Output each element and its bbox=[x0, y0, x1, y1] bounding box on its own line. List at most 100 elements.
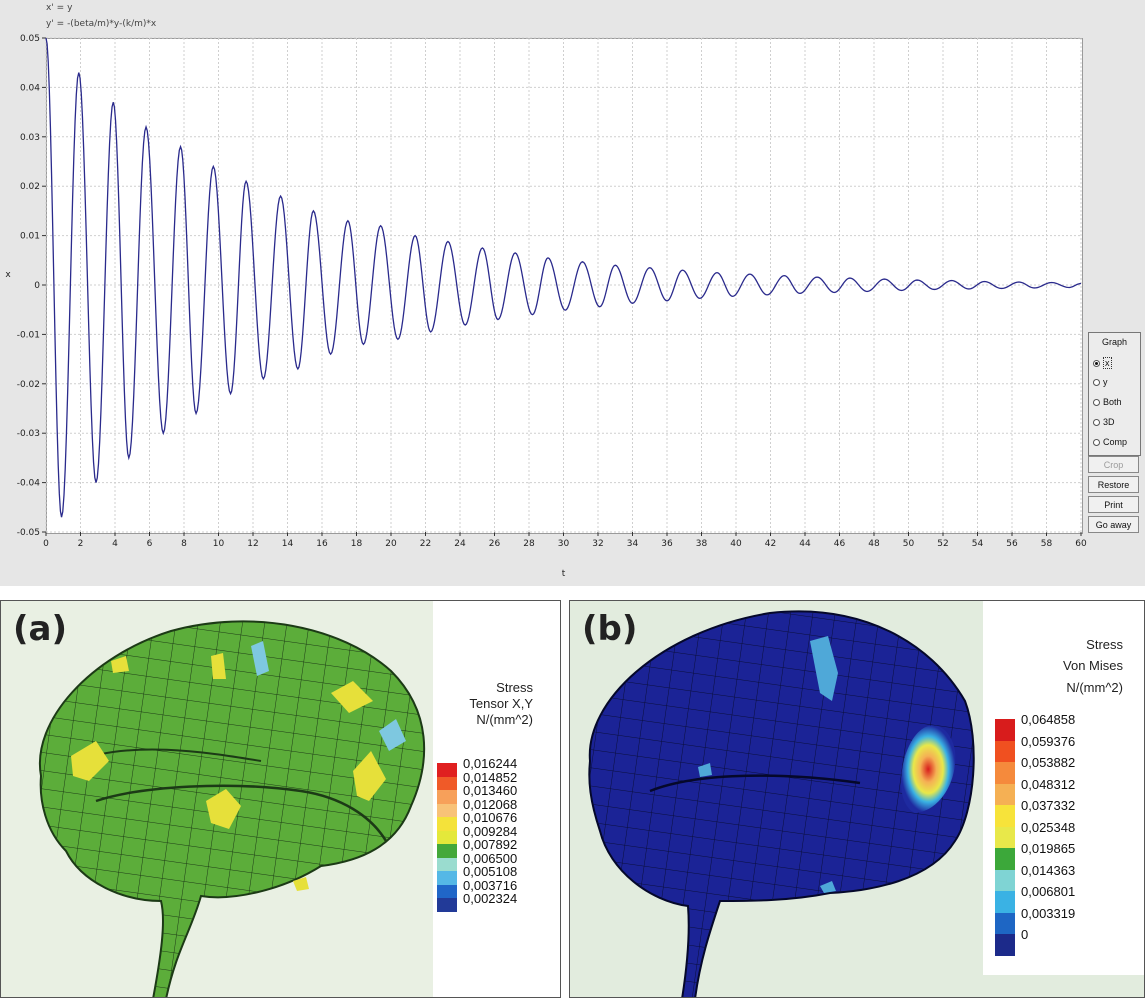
radio-option-x[interactable]: x bbox=[1093, 357, 1112, 369]
legend-value-label: 0,006801 bbox=[1021, 884, 1076, 899]
legend-swatch bbox=[437, 898, 457, 912]
legend-swatch bbox=[995, 826, 1015, 848]
legend-value-label: 0,005108 bbox=[463, 864, 518, 879]
stress-spot bbox=[206, 789, 241, 829]
stress-spot bbox=[810, 636, 838, 701]
x-tick-label: 34 bbox=[627, 539, 639, 549]
legend-value-label: 0,006500 bbox=[463, 850, 518, 866]
plot-window: x' = y y' = -(beta/m)*y-(k/m)*x 0 2 4 6 8 10 1… bbox=[0, 0, 1145, 586]
radio-option-both[interactable]: Both bbox=[1093, 397, 1122, 407]
radio-label: y bbox=[1103, 377, 1108, 387]
legend-swatch bbox=[437, 803, 457, 817]
x-tick-label: 24 bbox=[454, 539, 466, 549]
x-tick-label: 48 bbox=[868, 539, 880, 549]
y-tick-label: -0.04 bbox=[17, 479, 41, 489]
legend-swatch bbox=[437, 790, 457, 804]
x-tick-label: 52 bbox=[937, 539, 948, 549]
stress-spot bbox=[820, 881, 836, 893]
x-tick-label: 6 bbox=[147, 539, 153, 549]
legend-value-label: 0,010676 bbox=[463, 810, 518, 825]
x-tick-label: 38 bbox=[696, 539, 708, 549]
legend-value-label: 0,013460 bbox=[463, 783, 518, 798]
restore-button[interactable]: Restore bbox=[1088, 476, 1139, 493]
stress-spot bbox=[71, 741, 109, 781]
legend-a: Stress Tensor X,Y N/(mm^2) 0,016244 0,014… bbox=[433, 601, 560, 997]
legend-swatch bbox=[437, 763, 457, 777]
brain-mesh-b bbox=[588, 610, 975, 997]
equation-line-2: y' = -(beta/m)*y-(k/m)*x bbox=[46, 19, 157, 29]
x-tick-label: 40 bbox=[730, 539, 742, 549]
legend-value-label: 0,016244 bbox=[463, 756, 518, 771]
x-tick-label: 8 bbox=[181, 539, 187, 549]
legend-b: Stress Von Mises N/(mm^2) 0,064858 0,0593… bbox=[983, 601, 1144, 975]
radio-option-comp[interactable]: Comp bbox=[1093, 437, 1127, 447]
legend-swatch bbox=[995, 869, 1015, 891]
stress-spot bbox=[211, 653, 226, 679]
radio-option-y[interactable]: y bbox=[1093, 377, 1108, 387]
graph-group-title: Graph bbox=[1101, 337, 1127, 347]
legend-swatch bbox=[437, 844, 457, 858]
legend-swatch bbox=[995, 719, 1015, 741]
x-tick-label: 32 bbox=[592, 539, 603, 549]
x-tick-label: 0 bbox=[43, 539, 49, 549]
legend-b-title-2: Von Mises bbox=[1063, 658, 1123, 673]
legend-swatch bbox=[437, 776, 457, 790]
radio-circle-icon bbox=[1093, 418, 1100, 426]
legend-value-label: 0,014363 bbox=[1021, 862, 1076, 878]
y-axis-label: x bbox=[5, 270, 11, 280]
x-tick-label: 58 bbox=[1041, 539, 1053, 549]
legend-swatch bbox=[995, 912, 1015, 934]
legend-value-label: 0,002324 bbox=[463, 891, 518, 906]
legend-value-label: 0,009284 bbox=[463, 823, 518, 839]
print-button[interactable]: Print bbox=[1088, 496, 1139, 513]
x-tick-label: 44 bbox=[799, 539, 811, 549]
stress-spot bbox=[251, 641, 269, 676]
legend-swatch bbox=[995, 805, 1015, 827]
x-tick-label: 26 bbox=[489, 539, 501, 549]
stress-spot bbox=[379, 719, 406, 751]
legend-value-label: 0,019865 bbox=[1021, 841, 1076, 856]
crop-button[interactable]: Crop bbox=[1088, 456, 1139, 473]
graph-options-group: Graph x y Both 3D Comp bbox=[1088, 332, 1141, 456]
legend-swatch bbox=[995, 762, 1015, 784]
stress-spot bbox=[353, 751, 386, 801]
legend-swatch bbox=[995, 740, 1015, 762]
y-tick-label: 0 bbox=[34, 281, 40, 291]
legend-value-label: 0,003319 bbox=[1021, 905, 1076, 921]
x-tick-label: 36 bbox=[661, 539, 673, 549]
x-tick-label: 10 bbox=[213, 539, 225, 549]
y-tick-label: -0.03 bbox=[17, 429, 40, 439]
x-tick-label: 54 bbox=[972, 539, 984, 549]
legend-value-label: 0,059376 bbox=[1021, 733, 1076, 749]
x-tick-label: 14 bbox=[282, 539, 294, 549]
radio-circle-icon bbox=[1093, 398, 1100, 406]
radio-label: 3D bbox=[1103, 417, 1115, 427]
legend-value-label: 0 bbox=[1021, 927, 1029, 942]
series-line-x bbox=[45, 37, 1082, 518]
legend-value-label: 0,003716 bbox=[463, 877, 518, 893]
y-tick-label: 0.01 bbox=[20, 232, 40, 242]
legend-swatch bbox=[437, 871, 457, 885]
x-tick-label: 28 bbox=[523, 539, 535, 549]
x-tick-label: 60 bbox=[1075, 539, 1087, 549]
y-tick-label: 0.05 bbox=[20, 34, 40, 44]
x-tick-label: 12 bbox=[247, 539, 258, 549]
legend-value-label: 0,007892 bbox=[463, 837, 518, 852]
legend-value-label: 0,064858 bbox=[1021, 712, 1076, 727]
stress-spot bbox=[698, 763, 712, 777]
x-axis-label: t bbox=[562, 569, 566, 579]
y-tick-label: 0.03 bbox=[20, 133, 40, 143]
go-away-button[interactable]: Go away bbox=[1088, 516, 1139, 533]
x-tick-label: 56 bbox=[1006, 539, 1018, 549]
radio-option-3d[interactable]: 3D bbox=[1093, 417, 1115, 427]
legend-value-label: 0,037332 bbox=[1021, 798, 1076, 813]
legend-swatch bbox=[995, 848, 1015, 870]
legend-swatch bbox=[995, 891, 1015, 913]
stress-hotspot bbox=[901, 725, 956, 813]
radio-label: Both bbox=[1103, 397, 1122, 407]
y-tick-label: -0.01 bbox=[17, 330, 40, 340]
x-tick-label: 22 bbox=[420, 539, 431, 549]
brain-mesh-a bbox=[38, 620, 426, 997]
radio-circle-icon bbox=[1093, 359, 1100, 367]
legend-swatch bbox=[437, 884, 457, 898]
